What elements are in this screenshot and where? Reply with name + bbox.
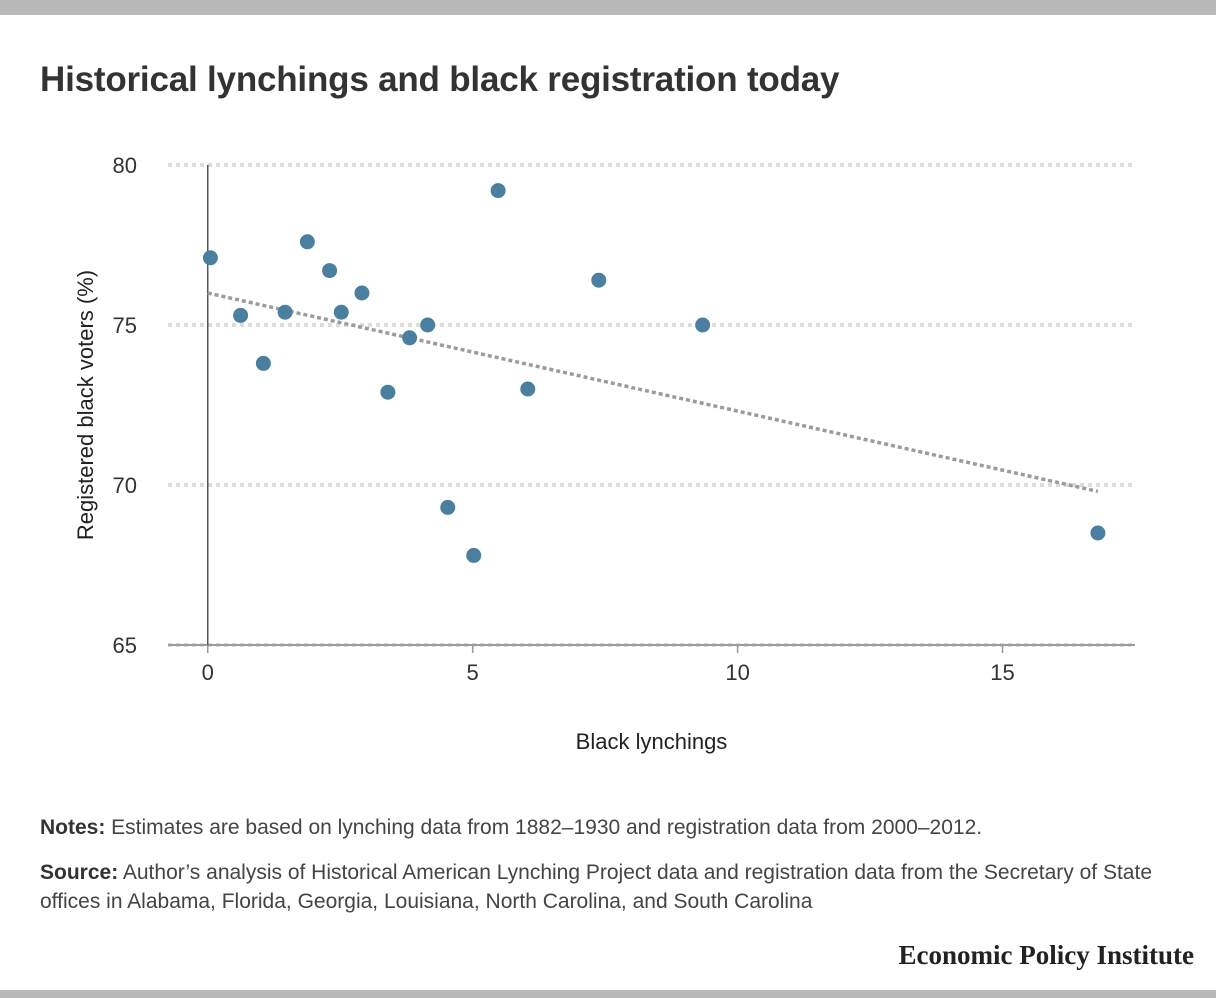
chart-title: Historical lynchings and black registrat… [40,60,840,99]
data-point [1090,525,1106,541]
data-point [202,250,218,266]
source-line: Source: Author’s analysis of Historical … [40,858,1180,916]
y-tick-label: 75 [113,313,137,338]
data-point [520,381,536,397]
top-border-bar [0,0,1216,15]
data-point [333,304,349,320]
data-point [380,384,396,400]
notes-text: Estimates are based on lynching data fro… [105,816,983,839]
data-point [255,355,271,371]
source-text: Author’s analysis of Historical American… [40,861,1152,913]
notes-label: Notes: [40,816,106,839]
x-tick-label: 5 [467,660,479,685]
data-point [277,304,293,320]
trendline-group [207,291,1099,494]
data-point [299,234,315,250]
data-point [322,263,338,279]
data-point [695,317,711,333]
data-point [466,547,482,563]
y-tick-label: 65 [113,633,137,658]
data-points [202,183,1106,563]
x-tick-label: 15 [990,660,1014,685]
data-point [490,183,506,199]
notes-line: Notes: Estimates are based on lynching d… [40,813,1180,842]
data-point [233,307,249,323]
trendline [207,291,1099,494]
x-axis-title: Black lynchings [576,729,728,754]
data-point [440,499,456,515]
notes-section: Notes: Estimates are based on lynching d… [40,813,1180,932]
scatter-chart: 65 70 75 80 0 5 10 15 Black lynchings Registered … [73,153,1135,754]
y-tick-label: 80 [113,153,137,178]
data-point [402,330,418,346]
bottom-border-bar [0,990,1216,998]
axes [168,165,1135,653]
x-tick-label: 10 [725,660,749,685]
source-label: Source: [40,861,119,884]
y-axis-title: Registered black voters (%) [73,270,98,540]
data-point [591,272,607,288]
data-point [420,317,436,333]
data-point [354,285,370,301]
y-tick-label: 70 [113,473,137,498]
axis-labels: 65 70 75 80 0 5 10 15 Black lynchings Registered … [73,153,1015,754]
brand-logo: Economic Policy Institute [898,940,1194,970]
x-tick-label: 0 [202,660,214,685]
